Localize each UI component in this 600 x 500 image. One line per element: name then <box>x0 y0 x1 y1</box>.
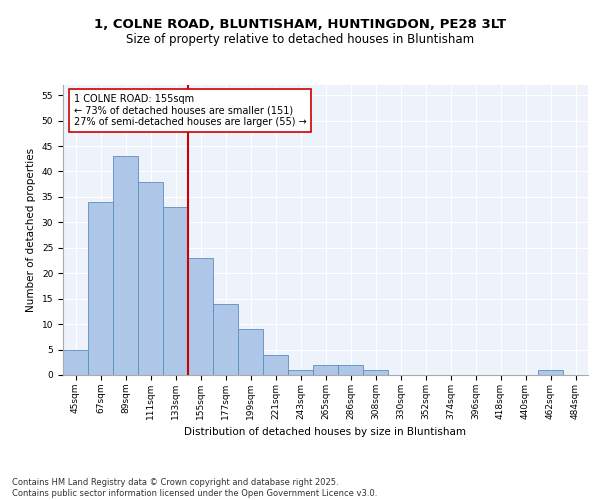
Bar <box>288 370 313 375</box>
Bar <box>113 156 138 375</box>
Bar <box>138 182 163 375</box>
Bar <box>338 365 363 375</box>
Bar <box>263 354 288 375</box>
Bar <box>213 304 238 375</box>
Bar <box>363 370 388 375</box>
X-axis label: Distribution of detached houses by size in Bluntisham: Distribution of detached houses by size … <box>185 428 467 438</box>
Bar <box>538 370 563 375</box>
Bar <box>63 350 88 375</box>
Bar <box>88 202 113 375</box>
Text: 1 COLNE ROAD: 155sqm
← 73% of detached houses are smaller (151)
27% of semi-deta: 1 COLNE ROAD: 155sqm ← 73% of detached h… <box>74 94 306 127</box>
Text: Size of property relative to detached houses in Bluntisham: Size of property relative to detached ho… <box>126 32 474 46</box>
Y-axis label: Number of detached properties: Number of detached properties <box>26 148 36 312</box>
Text: Contains HM Land Registry data © Crown copyright and database right 2025.
Contai: Contains HM Land Registry data © Crown c… <box>12 478 377 498</box>
Bar <box>163 207 188 375</box>
Bar <box>238 329 263 375</box>
Bar <box>188 258 213 375</box>
Bar <box>313 365 338 375</box>
Text: 1, COLNE ROAD, BLUNTISHAM, HUNTINGDON, PE28 3LT: 1, COLNE ROAD, BLUNTISHAM, HUNTINGDON, P… <box>94 18 506 30</box>
